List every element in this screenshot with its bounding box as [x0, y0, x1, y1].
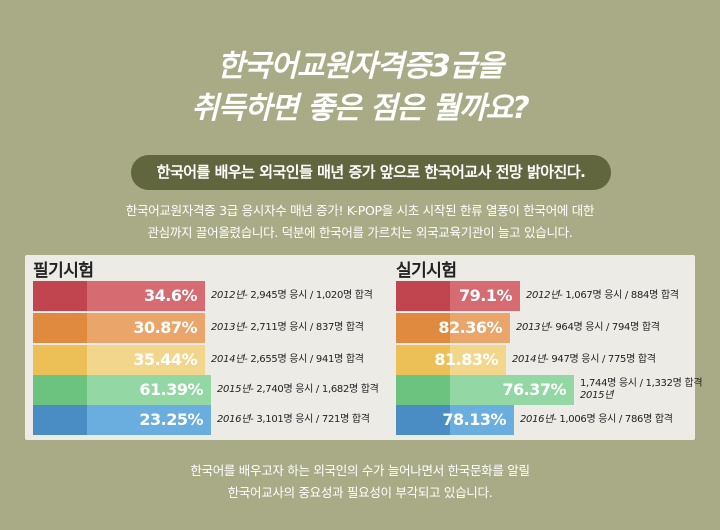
bar-dark-segment	[33, 345, 87, 375]
bar-percent-label: 82.36%	[438, 318, 502, 337]
bar-light-segment	[450, 375, 574, 405]
bar-percent-label: 78.13%	[442, 410, 506, 429]
intro-line-1: 한국어교원자격증 3급 응시자수 매년 증가! K-POP을 시초 시작된 한류…	[125, 203, 595, 218]
bar-dark-segment	[396, 375, 450, 405]
practical-note-2016년: 2016년- 1,006명 응시 / 786명 합격	[520, 405, 673, 435]
year-label: 2015년	[580, 390, 614, 401]
bar-percent-label: 61.39%	[139, 380, 203, 399]
written-note-2013년: 2013년- 2,711명 응시 / 837명 합격	[211, 313, 364, 343]
exam-detail-label: - 1,067명 응시 / 884명 합격	[559, 290, 679, 301]
exam-detail-label: - 2,740명 응시 / 1,682명 합격	[250, 384, 379, 395]
year-label: 2013년	[516, 322, 550, 333]
bar-dark-segment	[396, 405, 450, 435]
bar-dark-segment	[396, 313, 450, 343]
written-bar-2013년: 30.87%	[33, 313, 205, 343]
written-note-2015년: 2015년- 2,740명 응시 / 1,682명 합격	[217, 375, 379, 405]
practical-note-2013년: 2013년- 964명 응시 / 794명 합격	[516, 313, 660, 343]
bar-percent-label: 30.87%	[133, 318, 197, 337]
bar-light-segment	[87, 345, 205, 375]
written-bar-2015년: 61.39%	[33, 375, 211, 405]
bar-percent-label: 79.1%	[458, 286, 513, 305]
practical-bar-2013년: 82.36%	[396, 313, 510, 343]
written-note-2012년: 2012년- 2,945명 응시 / 1,020명 합격	[211, 281, 373, 311]
bar-percent-label: 35.44%	[133, 350, 197, 369]
bar-dark-segment	[33, 375, 87, 405]
bar-percent-label: 81.83%	[434, 350, 498, 369]
bar-light-segment	[87, 313, 205, 343]
subheading-pill: 한국어를 배우는 외국인들 매년 증가 앞으로 한국어교사 전망 밝아진다.	[131, 155, 611, 190]
bar-light-segment	[450, 345, 506, 375]
bar-dark-segment	[33, 281, 87, 311]
bar-light-segment	[87, 405, 211, 435]
exam-detail-label: - 3,101명 응시 / 721명 합격	[250, 414, 370, 425]
footer-line-1: 한국어를 배우고자 하는 외국인의 수가 늘어나면서 한국문화를 알릴	[190, 463, 530, 478]
practical-exam-title: 실기시험	[396, 261, 457, 281]
exam-detail-label: - 2,711명 응시 / 837명 합격	[244, 322, 364, 333]
year-label: 2015년	[217, 384, 251, 395]
written-bar-2016년: 23.25%	[33, 405, 211, 435]
practical-note-2012년: 2012년- 1,067명 응시 / 884명 합격	[526, 281, 679, 311]
practical-note-2015년: 1,744명 응시 / 1,332명 합격 2015년	[580, 378, 703, 402]
year-label: 2012년	[211, 290, 245, 301]
headline-line-1: 한국어교원자격증3급을	[217, 49, 504, 84]
exam-detail-label: - 964명 응시 / 794명 합격	[549, 322, 660, 333]
year-label: 2014년	[211, 354, 245, 365]
bar-percent-label: 23.25%	[139, 410, 203, 429]
headline-line-2: 취득하면 좋은 점은 뭘까요?	[191, 91, 529, 126]
exam-detail-label: - 2,655명 응시 / 941명 합격	[244, 354, 364, 365]
bar-light-segment	[87, 375, 211, 405]
intro-line-2: 관심까지 끌어올렸습니다. 덕분에 한국어를 가르치는 외국교육기관이 늘고 있…	[147, 225, 573, 240]
written-note-2016년: 2016년- 3,101명 응시 / 721명 합격	[217, 405, 370, 435]
bar-light-segment	[450, 281, 520, 311]
bar-percent-label: 76.37%	[502, 380, 566, 399]
year-label: 2014년	[512, 354, 546, 365]
bar-light-segment	[450, 405, 514, 435]
year-label: 2012년	[526, 290, 560, 301]
exam-detail-label: - 1,006명 응시 / 786명 합격	[553, 414, 673, 425]
year-label: 2013년	[211, 322, 245, 333]
bar-dark-segment	[396, 281, 450, 311]
exam-detail-label: 1,744명 응시 / 1,332명 합격	[580, 378, 703, 389]
bar-dark-segment	[33, 313, 87, 343]
practical-bar-2016년: 78.13%	[396, 405, 514, 435]
bar-dark-segment	[33, 405, 87, 435]
practical-bar-2014년: 81.83%	[396, 345, 506, 375]
bar-light-segment	[87, 281, 205, 311]
exam-detail-label: - 947명 응시 / 775명 합격	[545, 354, 656, 365]
practical-bar-2015년: 76.37%	[396, 375, 574, 405]
written-bar-2014년: 35.44%	[33, 345, 205, 375]
year-label: 2016년	[217, 414, 251, 425]
practical-bar-2012년: 79.1%	[396, 281, 520, 311]
year-label: 2016년	[520, 414, 554, 425]
bar-light-segment	[450, 313, 510, 343]
written-note-2014년: 2014년- 2,655명 응시 / 941명 합격	[211, 345, 364, 375]
written-exam-title: 필기시험	[33, 261, 94, 281]
exam-detail-label: - 2,945명 응시 / 1,020명 합격	[244, 290, 373, 301]
practical-note-2014년: 2014년- 947명 응시 / 775명 합격	[512, 345, 656, 375]
written-bar-2012년: 34.6%	[33, 281, 205, 311]
bar-dark-segment	[396, 345, 450, 375]
bar-percent-label: 34.6%	[143, 286, 198, 305]
footer-line-2: 한국어교사의 중요성과 필요성이 부각되고 있습니다.	[227, 485, 493, 500]
